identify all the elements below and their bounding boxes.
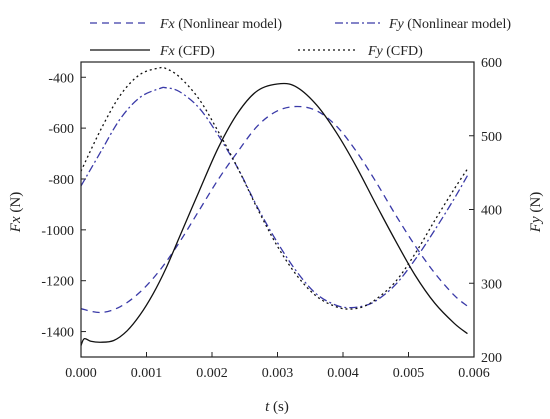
x-tick-label: 0.002 <box>196 366 228 381</box>
y-right-axis-title: Fy (N) <box>528 192 544 233</box>
y-left-tick-label: -400 <box>48 71 74 86</box>
x-tick-label: 0.004 <box>327 366 359 381</box>
series-group <box>80 66 469 346</box>
y-left-tick-label: -800 <box>48 173 74 188</box>
y-left-axis-title: Fx (N) <box>8 192 24 233</box>
plot-frame <box>80 61 475 358</box>
legend-entry-1: Fx (Nonlinear model) <box>90 17 282 32</box>
x-axis-title: t (s) <box>265 399 289 415</box>
series-line-1 <box>80 105 468 314</box>
legend-label-1: Fx (Nonlinear model) <box>159 17 282 32</box>
x-tick-label: 0.001 <box>131 366 163 381</box>
y-left-tick-label: -600 <box>48 122 74 137</box>
x-tick-label: 0.006 <box>458 366 490 381</box>
legend-entry-3: Fx (CFD) <box>90 44 215 59</box>
series-line-2 <box>80 86 469 309</box>
legend: Fx (Nonlinear model) Fy (Nonlinear model… <box>90 17 511 59</box>
y-right-tick-label: 500 <box>481 130 502 145</box>
legend-entry-4: Fy (CFD) <box>298 44 423 59</box>
y-right-tick-label: 200 <box>481 351 502 366</box>
axes: 0.000 0.001 0.002 0.003 0.004 0.005 0.006 -1400… <box>41 56 502 381</box>
y-right-tick-label: 300 <box>481 277 502 292</box>
legend-label-2: Fy (Nonlinear model) <box>388 17 511 32</box>
series-line-3 <box>80 82 468 346</box>
y-left-tick-label: -1400 <box>41 326 74 341</box>
x-tick-label: 0.003 <box>262 366 294 381</box>
y-right-tick-label: 400 <box>481 204 502 219</box>
x-tick-label: 0.005 <box>393 366 425 381</box>
x-tick-label: 0.000 <box>65 366 97 381</box>
y-right-tick-label: 600 <box>481 56 502 71</box>
y-left-tick-label: -1000 <box>41 224 74 239</box>
y-left-tick-label: -1200 <box>41 275 74 290</box>
legend-entry-2: Fy (Nonlinear model) <box>335 17 511 32</box>
legend-label-4: Fy (CFD) <box>367 44 423 59</box>
legend-label-3: Fx (CFD) <box>159 44 215 59</box>
series-line-4 <box>80 66 468 310</box>
